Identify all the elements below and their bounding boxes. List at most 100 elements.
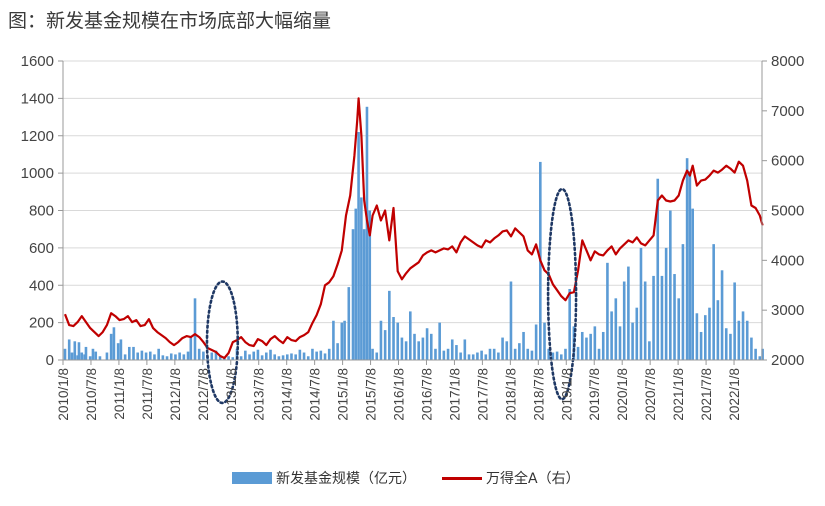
bar [643,281,647,360]
bar [323,353,327,360]
bar [593,326,597,360]
y-right-tick-label: 5000 [771,203,804,220]
bar [84,346,88,360]
bar [733,282,736,360]
x-tick-label: 2010/7/8 [84,368,99,421]
bar [585,337,588,360]
x-tick-label: 2013/7/8 [252,368,267,421]
bar [193,298,197,360]
bar [311,348,314,360]
legend: 新发基金规模（亿元） 万得全A（右） [0,468,825,488]
bar [161,355,165,360]
bar [218,356,222,360]
bar [80,352,84,360]
bar [660,275,664,360]
bar-series [63,106,764,360]
bar [306,356,310,360]
bar [758,356,762,360]
y-right-tick-label: 3000 [771,302,804,319]
chart-title: 图：新发基金规模在市场底部大幅缩量 [8,10,332,32]
x-tick-label: 2017/1/8 [447,368,462,421]
bar [720,270,724,360]
bar [708,307,711,360]
bar [294,354,297,360]
bar [648,341,651,360]
bar [463,339,467,360]
bar [622,281,626,360]
bar [83,354,86,360]
bar [404,341,408,360]
bar [153,354,156,360]
bar [656,178,660,360]
bar [128,346,131,360]
y-left-tick-label: 1200 [21,128,54,145]
x-tick-label: 2016/7/8 [419,368,434,421]
y-left-tick-label: 800 [29,203,54,220]
legend-bar-label: 新发基金规模（亿元） [276,471,416,487]
bar [244,350,247,360]
bar [547,348,551,360]
bar [631,322,634,360]
bar [169,353,173,360]
bar [105,352,109,360]
bar [388,290,391,360]
bar [681,244,685,360]
bar [343,320,346,360]
bar [589,333,592,360]
bar [132,346,135,360]
bar [136,352,139,360]
x-tick-label: 2012/7/8 [196,368,211,421]
bar [396,322,400,360]
bar [576,346,580,360]
bar [210,352,214,360]
bar [601,331,605,360]
bar [597,348,601,360]
line-series [63,97,764,360]
bar [76,355,79,360]
bar [351,229,355,360]
bar [677,298,681,360]
x-tick-label: 2016/1/8 [392,368,407,421]
bar [392,317,395,360]
y-left-tick-label: 200 [29,315,54,332]
bar [568,288,571,360]
bar [480,350,483,360]
bar [112,327,116,360]
bar [214,350,218,360]
bar [526,348,530,360]
bar [281,355,285,360]
legend-line-swatch [442,476,482,480]
bar [564,348,567,360]
y-right-tick-label: 7000 [771,103,804,120]
bar [639,247,643,360]
bar [543,322,546,360]
x-tick-label: 2015/1/8 [336,368,351,421]
bar [265,352,268,360]
y-axis-left-labels: 0 200 400 600 800 1000 1200 1400 1600 [21,53,54,369]
bar [400,337,404,360]
bar [409,311,412,360]
bar [712,244,715,360]
bar [421,337,425,360]
bar [197,348,201,360]
bar [450,339,454,360]
bar [703,315,707,360]
bar [269,349,272,360]
bar [492,348,496,360]
bar [336,343,339,360]
bar [459,352,462,360]
bar [610,311,613,360]
legend-item-line: 万得全A（右） [442,468,580,488]
x-tick-label: 2017/7/8 [475,368,490,421]
y-axis-right-labels: 2000 3000 4000 5000 6000 7000 8000 [771,53,804,369]
bar [761,348,764,360]
bar [606,262,609,360]
bar [182,354,186,360]
bar [91,348,95,360]
bar [239,356,243,360]
annotation-ellipses [205,187,578,405]
bar [635,307,639,360]
bar [148,351,152,360]
x-tick-label: 2014/7/8 [308,368,323,421]
bar [73,341,77,360]
